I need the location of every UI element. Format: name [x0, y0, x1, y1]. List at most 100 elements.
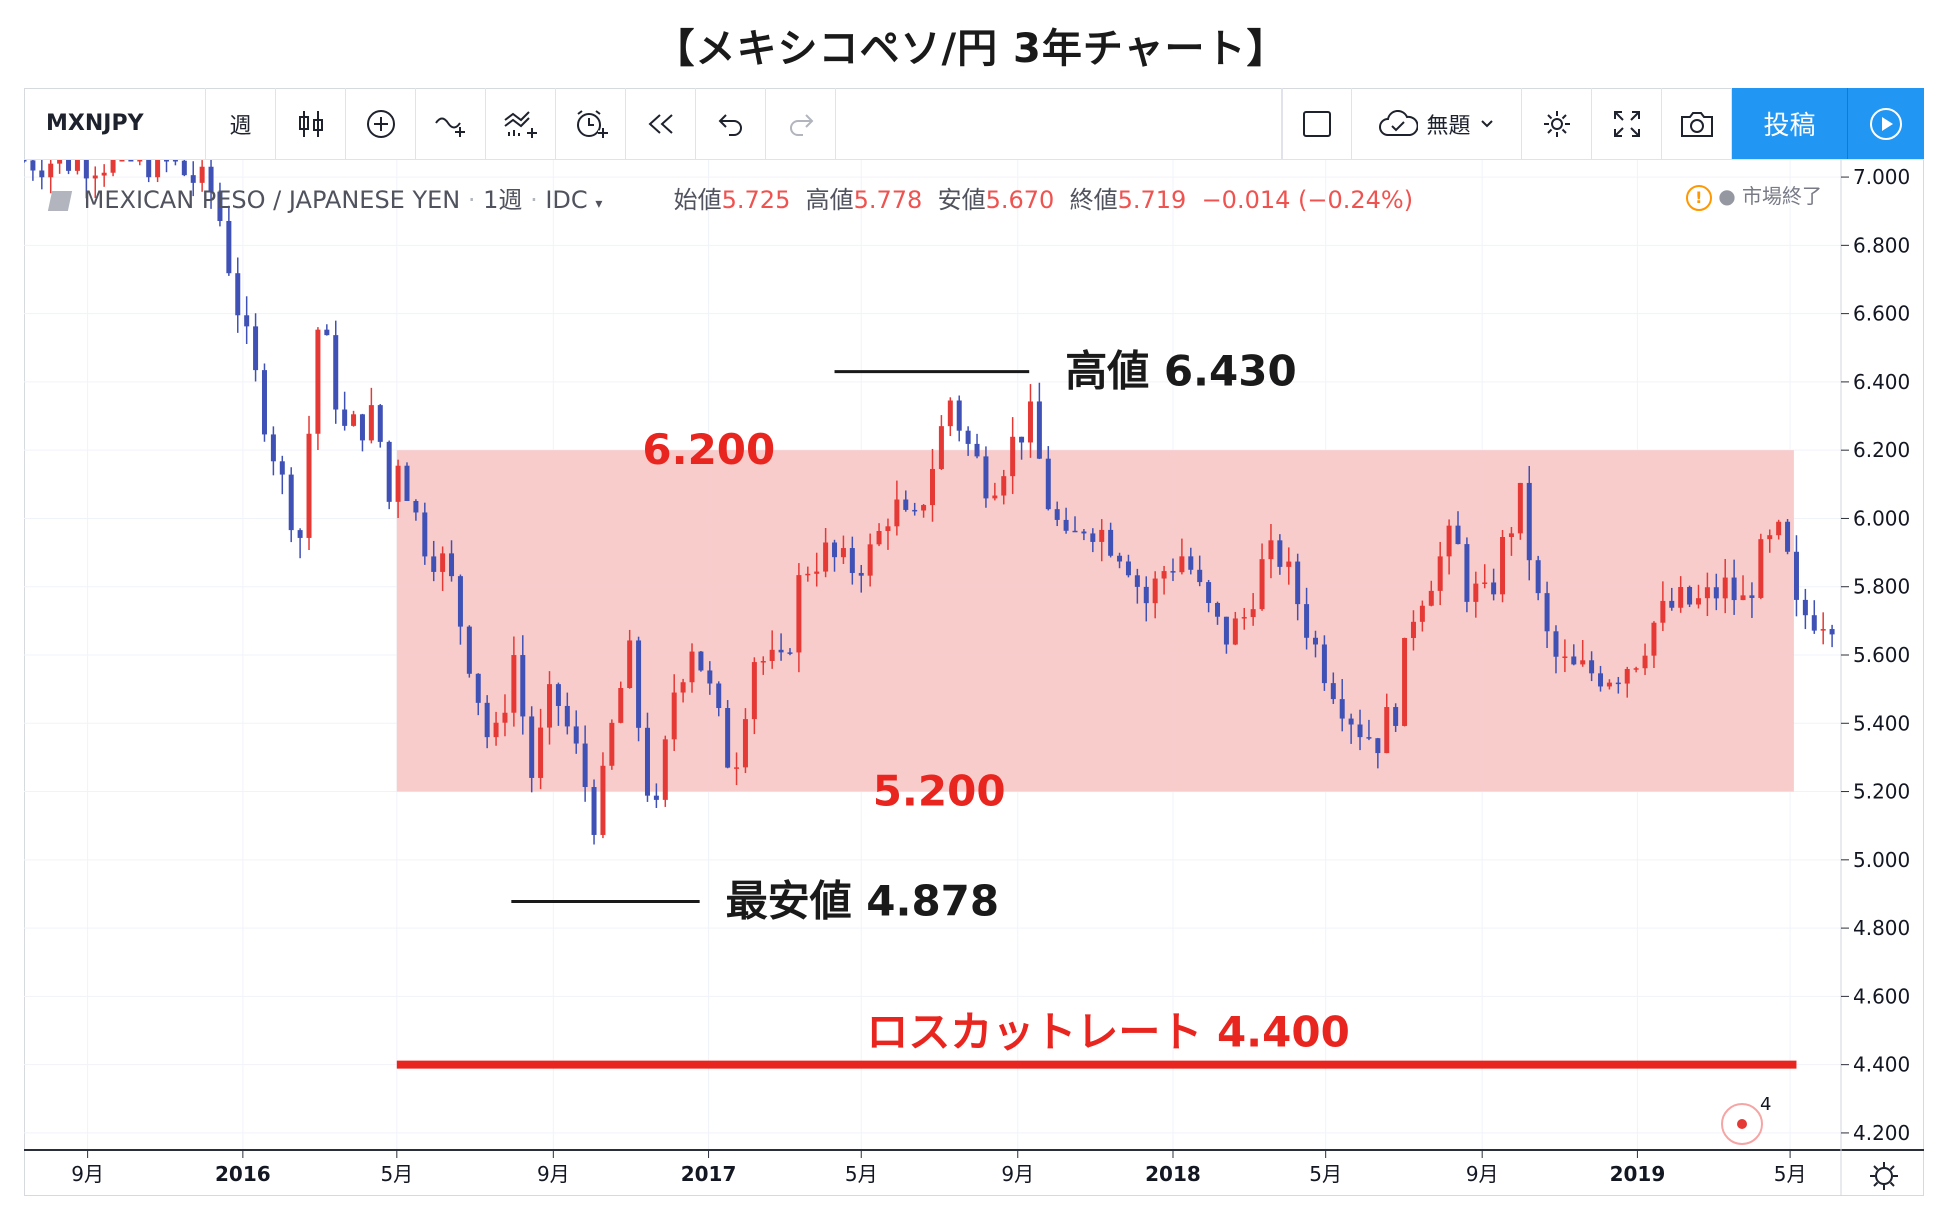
y-tick-label: 6.400: [1853, 370, 1910, 394]
price-markers: [396, 370, 1797, 1069]
candle-body: [1304, 604, 1310, 638]
x-tick-label: 5月: [1309, 1162, 1342, 1186]
candle-body: [1339, 699, 1345, 719]
play-icon[interactable]: [1848, 88, 1924, 159]
candle-body: [1669, 600, 1675, 608]
low-label: 安値: [937, 186, 986, 214]
candle-body: [493, 722, 499, 738]
candle-body: [520, 655, 526, 717]
candle-body: [1615, 682, 1621, 685]
toolbar-spacer: [836, 88, 1282, 159]
candle-body: [858, 572, 864, 576]
candle-body: [351, 414, 357, 426]
candle-body: [1713, 587, 1719, 599]
candle-body: [48, 163, 54, 178]
undo-icon[interactable]: [696, 88, 766, 159]
candle-body: [1090, 533, 1096, 542]
candle-body: [333, 335, 339, 410]
candle-body: [1019, 436, 1025, 443]
candle-body: [796, 575, 802, 653]
compare-icon[interactable]: [416, 88, 486, 159]
candle-body: [261, 370, 267, 435]
candle-body: [1393, 707, 1399, 726]
interval-button[interactable]: 週: [206, 88, 276, 159]
candle-body: [1197, 569, 1203, 583]
settings-icon[interactable]: [1522, 88, 1592, 159]
axis-settings-icon[interactable]: [1870, 1162, 1898, 1190]
chart-area[interactable]: 高値 6.430 最安値 4.878 6.200 5.200 ロスカットレート 4.40…: [21, 160, 1924, 1196]
y-axis-ticks: 7.000 6.800 6.600 6.400 6.200 6.000 5.800 5.600…: [1841, 165, 1910, 1145]
indicator-add-icon[interactable]: [346, 88, 416, 159]
warning-icon: !: [1685, 184, 1712, 211]
camera-icon[interactable]: [1662, 88, 1732, 159]
y-tick-label: 6.800: [1853, 233, 1910, 257]
candle-body: [1571, 656, 1577, 665]
candle-body: [1081, 531, 1087, 534]
candle-body: [440, 553, 446, 572]
candle-body: [538, 727, 544, 778]
market-status-text: 市場終了: [1742, 184, 1822, 208]
candle-body: [57, 160, 63, 164]
candle-body: [199, 166, 205, 183]
x-tick-label: 9月: [71, 1162, 104, 1186]
candle-body: [1508, 533, 1514, 538]
alerts-badge[interactable]: 4: [1721, 1094, 1771, 1145]
x-tick-label: 2017: [681, 1162, 737, 1186]
candle-body: [1223, 616, 1229, 645]
symbol-search[interactable]: MXNJPY: [24, 88, 206, 159]
low-value: 5.670: [985, 186, 1055, 214]
bar-style-icon[interactable]: [276, 88, 346, 159]
candle-body: [1767, 535, 1773, 540]
candle-body: [1562, 656, 1568, 658]
symbol-logo-icon: [47, 191, 73, 211]
candle-body: [386, 441, 392, 502]
candle-body: [1740, 595, 1746, 601]
layout-icon[interactable]: [1282, 88, 1352, 159]
save-layout-button[interactable]: 無題: [1352, 88, 1522, 159]
y-tick-label: 5.000: [1853, 848, 1910, 872]
candle-body: [1624, 669, 1630, 684]
chart-legend: MEXICAN PESO / JAPANESE YEN · 1週 · IDC ▾…: [47, 180, 1413, 215]
candle-body: [1820, 629, 1826, 631]
candle-body: [956, 400, 962, 431]
y-tick-label: 4.600: [1853, 984, 1910, 1008]
alert-icon[interactable]: [556, 88, 626, 159]
candle-body: [1010, 436, 1016, 477]
replay-icon[interactable]: [626, 88, 696, 159]
legend-source: IDC: [545, 186, 588, 214]
candle-body: [431, 556, 437, 572]
fullscreen-icon[interactable]: [1592, 88, 1662, 159]
redo-icon[interactable]: [766, 88, 836, 159]
candle-body: [1517, 482, 1523, 534]
candle-body: [1687, 586, 1693, 605]
candle-body: [1125, 561, 1131, 576]
candle-body: [1134, 575, 1140, 587]
candle-body: [119, 160, 125, 162]
candle-body: [1188, 556, 1194, 570]
candle-body: [1259, 559, 1265, 610]
candle-body: [840, 548, 846, 558]
market-status: ! ● 市場終了: [1685, 180, 1822, 211]
annotation-labels: 高値 6.430 最安値 4.878 6.200 5.200 ロスカットレート 4.40…: [642, 347, 1349, 1057]
candle-body: [1580, 660, 1586, 665]
candle-body: [30, 160, 36, 171]
candle-body: [1455, 525, 1461, 545]
band-top-label: 6.200: [642, 425, 775, 474]
candle-body: [1553, 631, 1559, 657]
candle-body: [1295, 561, 1301, 605]
publish-button[interactable]: 投稿: [1732, 88, 1848, 159]
candle-body: [555, 684, 561, 706]
candle-body: [1232, 618, 1238, 645]
y-tick-label: 6.000: [1853, 506, 1910, 530]
candle-body: [618, 688, 624, 723]
candle-body: [1526, 482, 1532, 561]
indicators-icon[interactable]: [486, 88, 556, 159]
candle-body: [1419, 605, 1425, 622]
candle-body: [1099, 529, 1105, 542]
y-tick-label: 5.200: [1853, 780, 1910, 804]
candle-body: [475, 673, 481, 703]
candle-body: [814, 571, 820, 574]
price-chart[interactable]: 高値 6.430 最安値 4.878 6.200 5.200 ロスカットレート 4.40…: [21, 160, 1924, 1196]
candle-body: [190, 175, 196, 183]
range-band: [396, 450, 1794, 792]
